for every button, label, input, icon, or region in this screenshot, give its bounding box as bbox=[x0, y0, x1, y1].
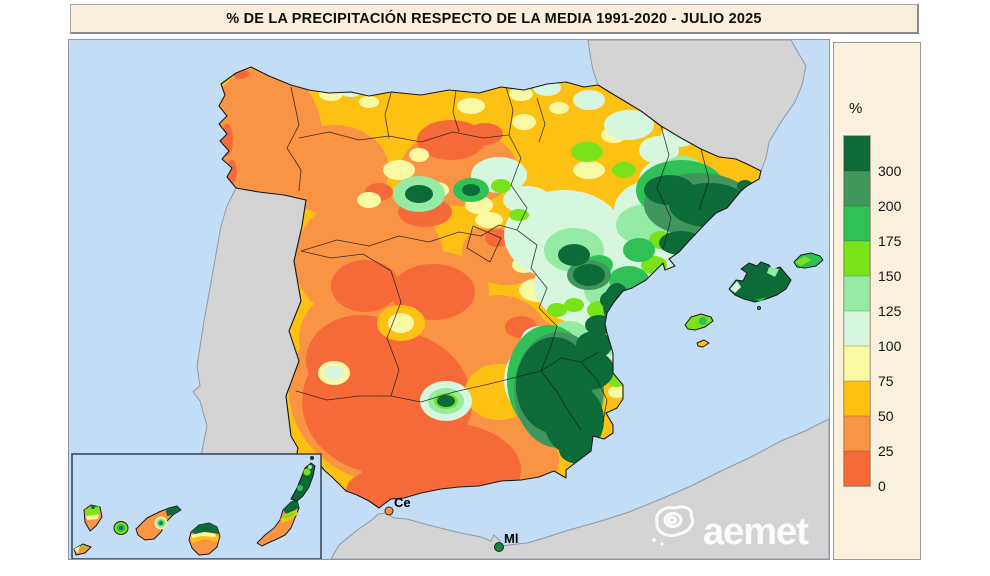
aemet-spain-spiral-icon bbox=[655, 505, 695, 538]
balearic-islands bbox=[684, 252, 824, 348]
legend-colorbar bbox=[844, 136, 870, 486]
aemet-logo-text: aemet bbox=[703, 511, 809, 553]
legend-tick-label-150: 150 bbox=[878, 268, 902, 284]
legend-swatch-75 bbox=[844, 346, 870, 381]
ceuta-label: Ce bbox=[394, 495, 411, 510]
legend-panel: % 300 200 175 150 125 100 75 50 25 0 bbox=[833, 42, 921, 560]
cabrera-islet bbox=[757, 306, 761, 310]
aemet-logo: aemet bbox=[652, 505, 810, 553]
legend-swatch-100 bbox=[844, 311, 870, 346]
formentera-island bbox=[696, 339, 710, 348]
melilla-label: Ml bbox=[504, 531, 518, 546]
legend-tick-label-0: 0 bbox=[878, 478, 886, 494]
melilla-marker bbox=[494, 542, 504, 552]
el-hierro-island bbox=[73, 543, 92, 556]
legend-swatch-175 bbox=[844, 206, 870, 241]
legend-tick-label-175: 175 bbox=[878, 233, 902, 249]
legend-swatch-300 bbox=[844, 136, 870, 171]
la-graciosa-islet bbox=[310, 456, 314, 460]
legend-tick-label-25: 25 bbox=[878, 443, 894, 459]
title-bar: % DE LA PRECIPITACIÓN RESPECTO DE LA MED… bbox=[70, 4, 919, 34]
legend-swatch-25 bbox=[844, 416, 870, 451]
legend-tick-label-200: 200 bbox=[878, 198, 902, 214]
legend-swatch-200 bbox=[844, 171, 870, 206]
legend-swatch-150 bbox=[844, 241, 870, 276]
map-panel: Ce Ml aemet bbox=[68, 39, 830, 560]
city-markers: Ce Ml bbox=[384, 495, 518, 552]
ceuta-marker bbox=[384, 506, 394, 516]
legend-swatch-0 bbox=[844, 451, 870, 486]
legend-tick-label-300: 300 bbox=[878, 163, 902, 179]
legend-tick-label-100: 100 bbox=[878, 338, 902, 354]
page-title: % DE LA PRECIPITACIÓN RESPECTO DE LA MED… bbox=[226, 10, 762, 27]
region-borders bbox=[286, 86, 710, 431]
legend-unit-label: % bbox=[849, 100, 863, 117]
legend-swatch-50 bbox=[844, 381, 870, 416]
precipitation-contours bbox=[219, 67, 761, 508]
legend-swatch-125 bbox=[844, 276, 870, 311]
legend-tick-label-50: 50 bbox=[878, 408, 894, 424]
legend-tick-label-125: 125 bbox=[878, 303, 902, 319]
legend-tick-label-75: 75 bbox=[878, 373, 894, 389]
canary-islands-inset bbox=[71, 453, 322, 560]
spain-precipitation-map: Ce Ml aemet bbox=[69, 39, 830, 560]
ibiza-island bbox=[684, 313, 714, 331]
